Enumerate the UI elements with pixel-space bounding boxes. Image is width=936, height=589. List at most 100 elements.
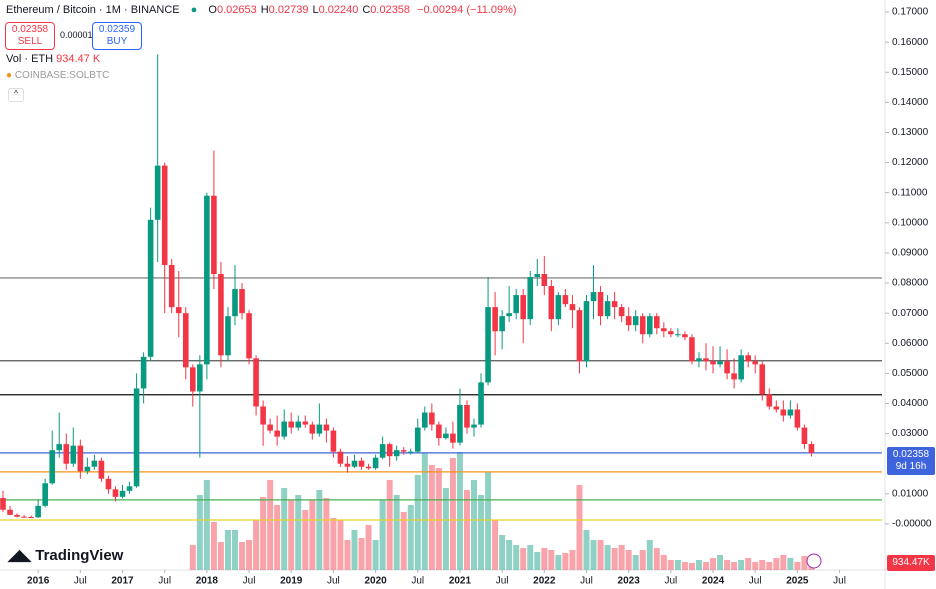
candle-body — [485, 307, 491, 383]
candle-body — [443, 433, 449, 439]
header-row: Ethereum / Bitcoin · 1M · BINANCE ● O0.0… — [6, 4, 517, 16]
candle-body — [696, 358, 702, 362]
candle-body — [218, 274, 224, 356]
collapse-button[interactable]: ^ — [8, 88, 24, 102]
alert-icon — [806, 553, 822, 569]
volume-bar — [302, 510, 309, 570]
symbol[interactable]: Ethereum / Bitcoin · 1M · BINANCE — [6, 4, 180, 16]
candle-body — [583, 301, 590, 362]
volume-bar — [590, 540, 597, 570]
candle-body — [429, 412, 435, 425]
candle-body — [541, 274, 548, 287]
candle-body — [808, 444, 815, 453]
volume-bar — [478, 495, 485, 570]
ohlc-value: 0.02739 — [268, 4, 309, 16]
candle-body — [302, 421, 309, 425]
candle-body — [70, 445, 77, 464]
candle-body — [773, 406, 780, 410]
volume-bar — [688, 563, 695, 570]
candle-body — [239, 289, 245, 314]
candle-body — [28, 517, 34, 519]
candle-body — [21, 516, 27, 518]
candle-body — [337, 451, 344, 464]
candle-body — [555, 295, 562, 320]
spread: 0.00001 — [60, 30, 93, 40]
volume-bar — [583, 530, 590, 570]
volume-bar — [217, 542, 224, 570]
candle-body — [492, 307, 498, 332]
volume-bar — [267, 480, 274, 570]
candle-body — [42, 483, 48, 506]
y-tick-label: 0.08000 — [892, 278, 929, 289]
x-tick-label: 2016 — [27, 576, 50, 587]
candle-body — [246, 313, 252, 359]
compare-symbol[interactable]: ● COINBASE:SOLBTC — [6, 70, 109, 81]
candle-body — [211, 195, 217, 275]
volume-bar — [724, 560, 731, 570]
candle-body — [731, 373, 737, 380]
buy-price: 0.02359 — [98, 24, 136, 35]
candle-body — [780, 409, 787, 416]
volume-bar — [506, 540, 513, 570]
y-tick-label: 0.06000 — [892, 338, 929, 349]
volume-bar — [288, 500, 295, 570]
sell-button[interactable]: 0.02358 SELL — [5, 22, 55, 50]
volume-bar — [344, 540, 351, 570]
volume-bar — [203, 480, 210, 570]
volume-bar — [674, 560, 681, 570]
candle-body — [288, 421, 295, 428]
y-tick-label: 0.12000 — [892, 157, 929, 168]
y-tick-label: 0.03000 — [892, 428, 929, 439]
volume-bar — [639, 550, 646, 570]
candle-body — [738, 355, 744, 380]
y-tick-label: 0.10000 — [892, 217, 929, 228]
x-tick-label: Jul — [411, 576, 424, 587]
volume-bar — [435, 468, 442, 570]
candle-body — [105, 478, 112, 490]
candle-body — [422, 412, 428, 428]
countdown: 9d 16h — [895, 461, 927, 472]
x-tick-label: Jul — [580, 576, 593, 587]
y-tick-label: 0.01000 — [892, 488, 929, 499]
x-tick-label: Jul — [496, 576, 509, 587]
candle-body — [330, 430, 337, 452]
volume-bar — [759, 560, 766, 570]
candle-body — [618, 307, 625, 317]
volume-bar — [576, 485, 583, 570]
buy-button[interactable]: 0.02359 BUY — [92, 22, 142, 50]
volume-bar — [731, 562, 738, 570]
volume-bar — [520, 548, 527, 570]
volume-bar — [463, 490, 470, 570]
candle-body — [309, 424, 316, 434]
volume-bar — [513, 545, 520, 570]
volume-bar — [780, 555, 787, 570]
candle-body — [450, 433, 456, 443]
candle-body — [710, 361, 716, 365]
x-tick-label: Jul — [749, 576, 762, 587]
volume-bar — [351, 530, 358, 570]
x-tick-label: Jul — [327, 576, 340, 587]
x-tick-label: Jul — [74, 576, 87, 587]
candle-body — [759, 364, 766, 395]
candle-body — [154, 165, 161, 220]
candle-body — [281, 421, 287, 437]
volume-bar — [562, 553, 569, 570]
candle-body — [161, 165, 168, 265]
volume-bar — [499, 535, 506, 570]
volume-bar — [456, 452, 463, 570]
candle-body — [471, 424, 477, 428]
volume-bar — [541, 548, 548, 570]
volume-badge: 934.47K — [887, 555, 935, 571]
candle-body — [253, 358, 259, 407]
candle-body — [168, 264, 175, 308]
candle-body — [639, 316, 646, 335]
volume-bar — [745, 558, 752, 570]
candle-body — [232, 289, 238, 317]
volume-bar — [646, 540, 653, 570]
candle-body — [499, 316, 505, 332]
candle-body — [260, 406, 266, 425]
candle-body — [393, 450, 400, 457]
candle-body — [436, 424, 442, 439]
volume-bar — [400, 512, 407, 570]
volume-bar — [407, 505, 414, 570]
